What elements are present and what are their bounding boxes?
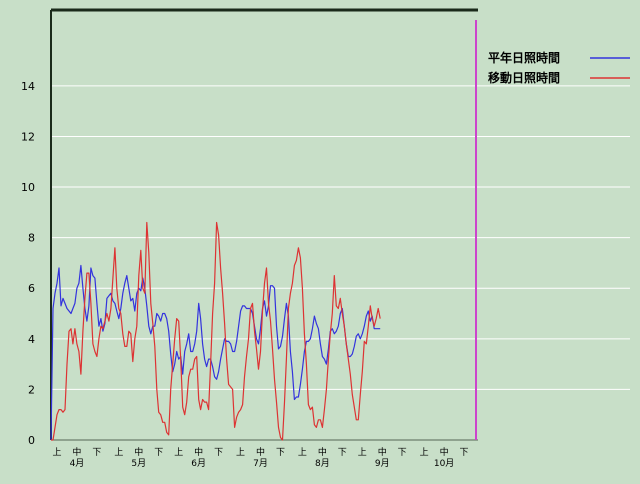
x-tick-label: 上 [236,447,245,458]
month-label: 9月 [375,458,390,469]
y-tick-label: 4 [28,333,35,346]
x-tick-label: 下 [398,448,407,458]
x-tick-label: 下 [92,448,101,458]
month-label: 6月 [191,458,206,469]
x-tick-label: 中 [318,446,327,458]
month-label: 4月 [70,458,85,469]
x-tick-label: 上 [298,447,307,458]
y-axis-ticks: 0 2 4 6 8 10 12 14 [21,80,35,447]
legend-label: 平年日照時間 [488,50,560,65]
month-label: 8月 [315,458,330,469]
series-line-1 [50,264,381,441]
x-tick-label: 上 [174,447,183,458]
y-tick-label: 10 [21,181,35,194]
legend-label: 移動日照時間 [488,70,560,85]
series-lines [50,221,381,441]
x-tick-label: 上 [114,447,123,458]
y-tick-label: 12 [21,130,35,143]
axes [50,8,478,441]
y-tick-label: 8 [28,232,35,245]
x-tick-label: 下 [338,448,347,458]
x-tick-label: 下 [214,448,223,458]
x-tick-label: 上 [420,447,429,458]
month-label: 10月 [434,458,454,469]
x-tick-label: 下 [276,448,285,458]
x-axis-ticks: 上中下上中下上中下上中下上中下上中下上中下4月 5月 6月 7月 8月 9月 10月 [52,446,468,469]
y-tick-label: 6 [28,282,35,295]
x-tick-label: 中 [378,446,387,458]
x-tick-label: 下 [460,448,469,458]
x-tick-label: 中 [194,446,203,458]
y-tick-label: 14 [21,80,35,93]
month-label: 7月 [253,458,268,469]
x-tick-label: 上 [52,447,61,458]
y-tick-label: 0 [28,434,35,447]
month-label: 5月 [131,458,146,469]
x-tick-label: 中 [72,446,81,458]
x-tick-label: 上 [358,447,367,458]
series-line-2 [51,221,381,441]
y-tick-label: 2 [28,383,35,396]
x-tick-label: 下 [154,448,163,458]
x-tick-label: 中 [440,446,449,458]
x-tick-label: 中 [256,446,265,458]
x-tick-label: 中 [134,446,143,458]
